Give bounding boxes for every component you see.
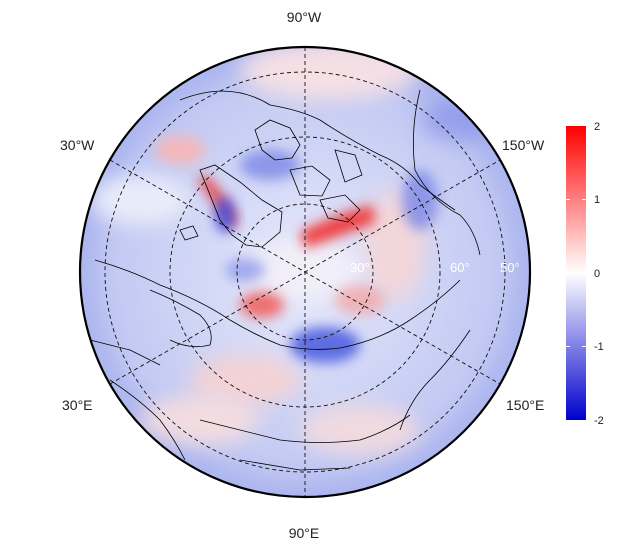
- colorbar-tick-label: -2: [594, 415, 604, 427]
- colorbar-gradient: [566, 126, 586, 420]
- lat-label-50: 50°: [500, 260, 520, 275]
- colorbar-tick-label: -1: [594, 341, 604, 353]
- map-border: [78, 45, 532, 499]
- colorbar-tick-label: 0: [594, 268, 600, 280]
- colorbar-tick-label: 1: [594, 194, 600, 206]
- lon-label-upper-left: 30°W: [60, 137, 95, 153]
- lon-label-upper-right: 150°W: [502, 137, 545, 153]
- lon-label-top: 90°W: [287, 9, 322, 25]
- coastlines: [89, 89, 481, 471]
- lat-label-30: 30°: [350, 260, 370, 275]
- colorbar-ticks: [566, 199, 586, 347]
- colorbar-tick-label: 2: [594, 121, 600, 133]
- lat-label-60: 60°: [450, 260, 470, 275]
- map-disc: [78, 45, 532, 499]
- lon-label-lower-left: 30°E: [62, 397, 93, 413]
- lon-label-lower-right: 150°E: [506, 397, 544, 413]
- colorbar: 2 1 0 -1 -2: [566, 121, 604, 427]
- lon-label-bottom: 90°E: [289, 525, 320, 541]
